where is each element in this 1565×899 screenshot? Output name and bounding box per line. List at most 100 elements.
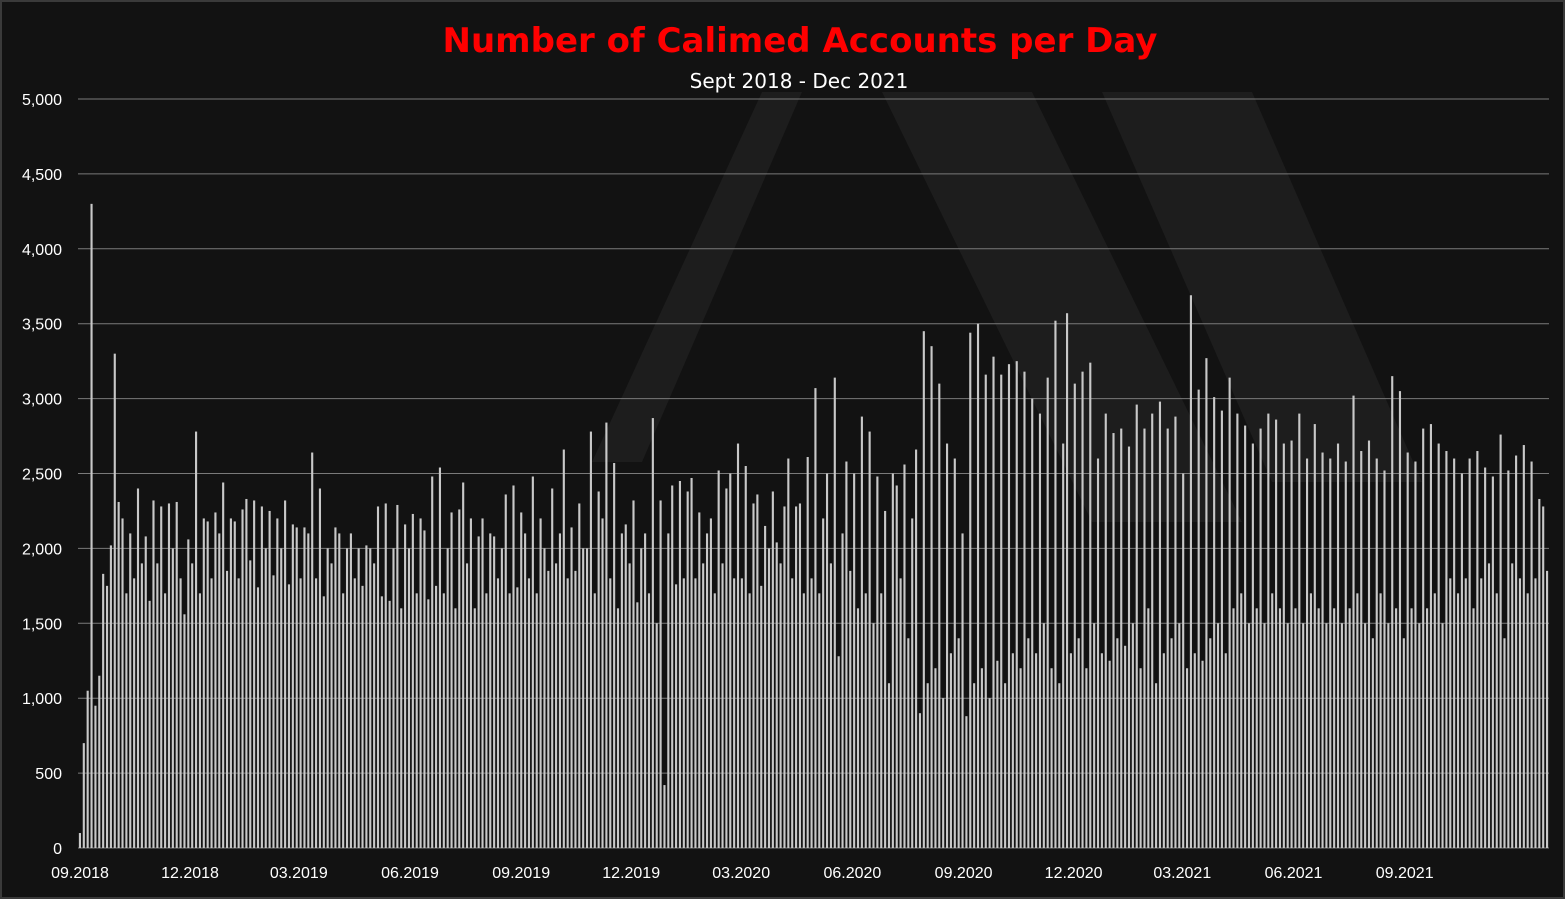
bar [245, 498, 248, 848]
bar [156, 563, 159, 848]
bar [322, 596, 325, 848]
bar [1460, 473, 1463, 848]
x-tick-label: 03.2019 [270, 865, 328, 882]
bar [876, 476, 879, 848]
bar [1085, 668, 1088, 848]
bar [686, 491, 689, 848]
bar [698, 512, 701, 848]
bar [872, 623, 875, 848]
bar [504, 494, 507, 848]
bar [373, 563, 376, 848]
bar [1414, 461, 1417, 848]
bar [911, 518, 914, 848]
bar [1096, 458, 1100, 848]
bar [1480, 578, 1483, 848]
bar [1255, 608, 1258, 848]
bar [1468, 458, 1471, 848]
bar [125, 593, 128, 848]
bar [582, 548, 585, 848]
bar [183, 614, 186, 848]
bar [345, 548, 349, 848]
bar [942, 698, 945, 848]
bar [1166, 428, 1169, 848]
bar [1236, 413, 1239, 848]
bar [249, 560, 252, 848]
bar [818, 593, 821, 848]
bar [287, 584, 291, 848]
bar [133, 578, 136, 848]
bar [1197, 389, 1200, 848]
bar [388, 600, 391, 848]
bar [934, 668, 937, 848]
bar [1151, 413, 1154, 848]
bar [1228, 377, 1231, 848]
bar [795, 506, 798, 848]
bar [407, 548, 411, 848]
bar [1410, 608, 1413, 848]
bar [307, 533, 310, 848]
bar [1542, 506, 1545, 848]
bar [326, 548, 329, 848]
bar [1406, 452, 1409, 848]
bar [690, 477, 693, 848]
bar [659, 500, 662, 848]
bar [136, 488, 140, 848]
x-tick-label: 12.2019 [602, 865, 660, 882]
bar [1441, 623, 1444, 848]
bar [1193, 653, 1196, 848]
bar [384, 503, 387, 848]
bar [380, 596, 383, 848]
bar [632, 500, 635, 848]
bar [1426, 608, 1429, 848]
bar [1031, 398, 1034, 848]
bar [1209, 638, 1212, 848]
bar [1035, 653, 1038, 848]
bar [624, 524, 627, 848]
bar [969, 332, 972, 848]
bar [94, 705, 97, 848]
bar [976, 323, 980, 848]
bar [926, 683, 929, 848]
bar [206, 521, 209, 848]
bar [868, 431, 871, 848]
bar [744, 466, 747, 848]
bar [729, 473, 732, 848]
bar [1271, 593, 1274, 848]
bar [1383, 470, 1386, 848]
bar [829, 563, 832, 848]
bar [589, 431, 592, 848]
bar [1364, 623, 1367, 848]
bar [1275, 419, 1278, 848]
bar [1046, 377, 1049, 848]
bar [1534, 578, 1537, 848]
bar [1309, 593, 1312, 848]
bar [853, 473, 856, 848]
bar [1487, 563, 1491, 848]
bar [520, 512, 523, 848]
bar [144, 536, 147, 848]
bar [214, 512, 217, 848]
bar [98, 675, 101, 848]
bar [1321, 452, 1324, 848]
bar [678, 480, 682, 848]
bar [1495, 593, 1498, 848]
bar [311, 452, 314, 848]
bar [516, 587, 519, 848]
bar [860, 416, 863, 848]
bar [1371, 638, 1374, 848]
x-tick-label: 12.2020 [1045, 865, 1103, 882]
bar [198, 593, 201, 848]
bar [845, 461, 848, 848]
bar [1422, 428, 1425, 848]
bar [667, 533, 670, 848]
y-tick-label: 2,000 [22, 541, 62, 558]
bar [318, 488, 322, 848]
bar [1433, 593, 1436, 848]
bar [891, 473, 894, 848]
bar [705, 533, 709, 848]
bar [435, 585, 438, 848]
bar [1042, 623, 1045, 848]
bar [779, 563, 782, 848]
bar [1360, 451, 1363, 848]
